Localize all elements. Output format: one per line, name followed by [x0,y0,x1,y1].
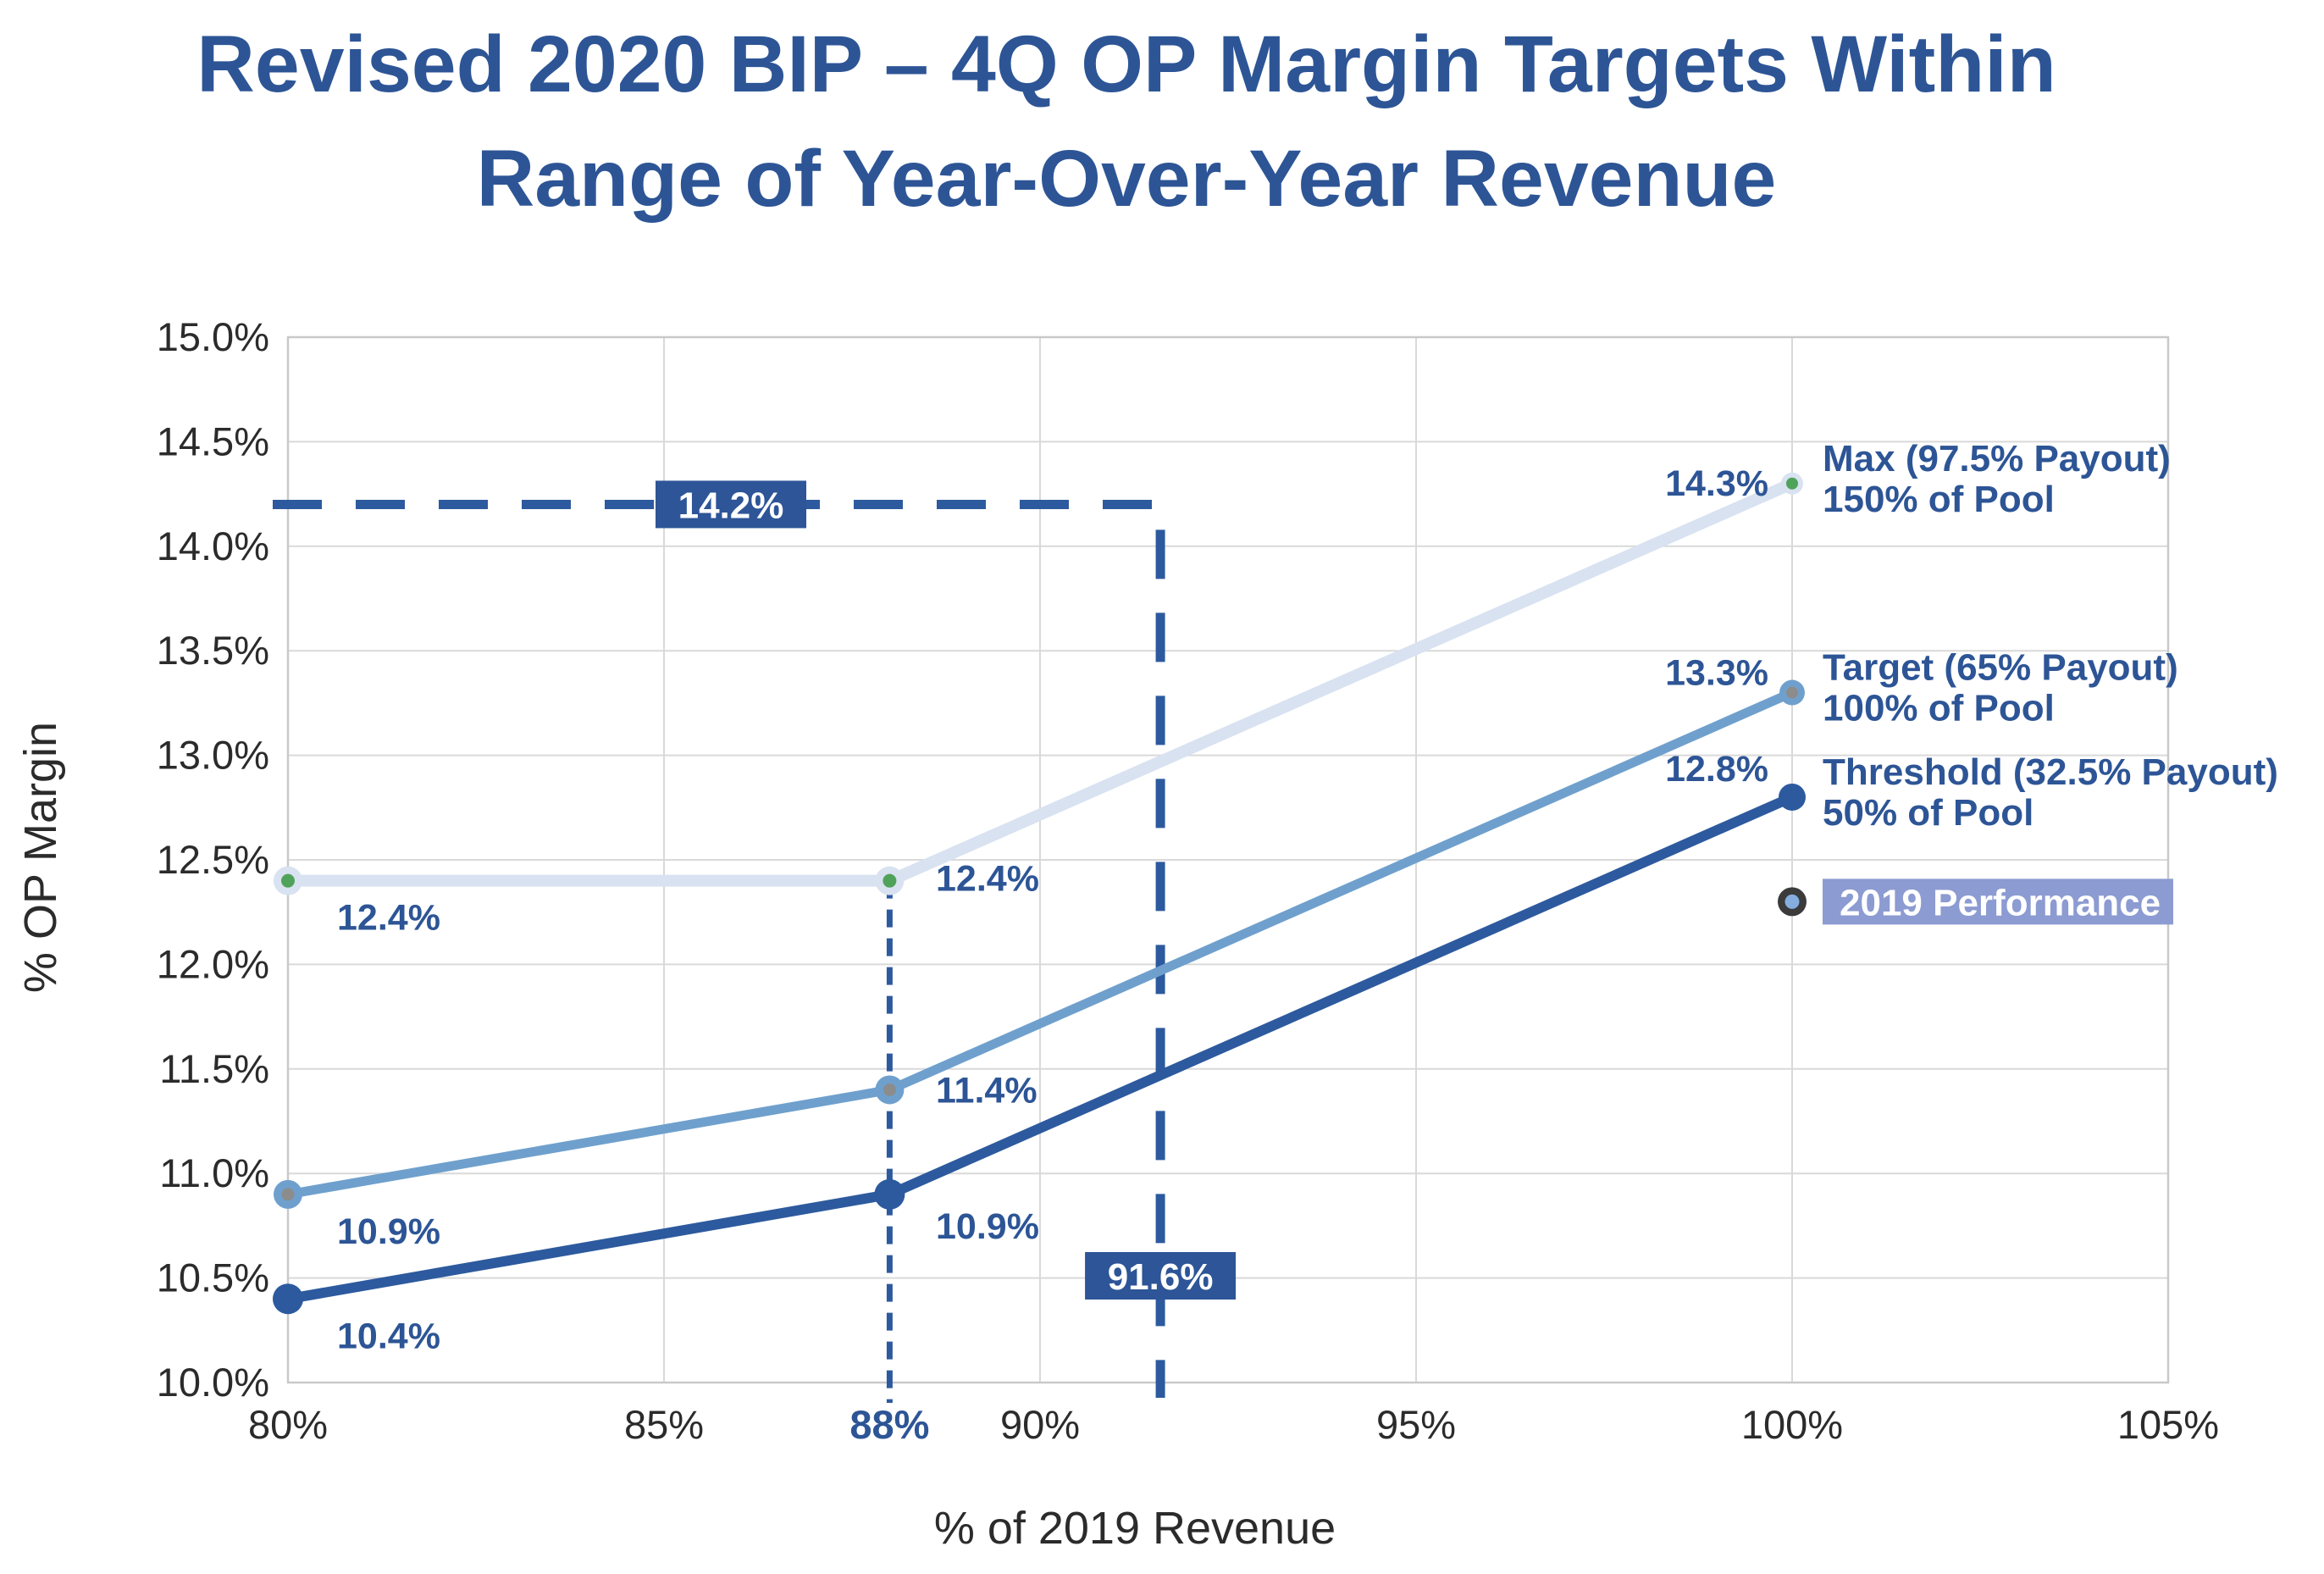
y-tick-label: 10.5% [157,1255,269,1300]
data-point-label: 11.4% [936,1070,1038,1111]
data-point-label: 12.4% [936,859,1039,900]
annotation-box-14-2 [656,480,806,529]
performance-legend-label: 2019 Performance [1840,882,2161,923]
x-tick-label: 85% [624,1402,704,1447]
plot-area: 15.0% 14.5% 14.0% 13.5% 13.0% 12.5% 12.0% 11.5%… [157,314,2278,1447]
legend-label-target-65-payout: Target (65% Payout) [1823,647,2178,689]
y-tick-label: 11.5% [159,1046,269,1091]
data-point-label: 12.4% [337,898,440,939]
legend-label-max-97-5-payout: Max (97.5% Payout) [1823,438,2171,479]
legend-label-threshold-32-5-payout: Threshold (32.5% Payout) [1823,751,2278,793]
x-tick-label: 100% [1741,1402,1843,1447]
y-tick-label: 14.5% [157,418,269,463]
x-tick-label: 80% [248,1402,328,1447]
marker-inner-max-97-5-payout [281,873,295,888]
y-tick-label: 10.0% [157,1360,269,1405]
performance-legend-box [1823,878,2173,925]
legend-pool-max-97-5-payout: 150% of Pool [1823,479,2055,520]
y-axis-title: % OP Margin [15,722,66,993]
x-tick-label-emphasized: 88% [849,1402,929,1447]
marker-outer-threshold-32-5-payout [874,1178,905,1210]
data-point-label: 10.4% [337,1316,440,1356]
legend-pool-threshold-32-5-payout: 50% of Pool [1823,792,2034,834]
y-tick-label: 11.0% [159,1150,269,1195]
marker-inner-target-65-payout [1786,686,1798,699]
marker-outer-threshold-32-5-payout [1779,783,1806,811]
y-tick-label: 12.0% [157,941,269,986]
x-tick-label: 90% [1000,1402,1080,1447]
data-point-label: 12.8% [1665,749,1768,790]
y-tick-label: 13.0% [157,733,269,778]
data-point-label: 10.9% [337,1211,440,1252]
y-tick-label: 15.0% [157,314,269,359]
y-tick-label: 13.5% [157,628,269,673]
y-tick-label: 12.5% [157,837,269,882]
data-point-label: 14.3% [1665,463,1768,504]
data-point-label: 10.9% [936,1206,1039,1247]
annotation-box-91-6 [1085,1252,1237,1300]
legend-pool-target-65-payout: 100% of Pool [1823,688,2055,729]
marker-inner-max-97-5-payout [883,873,897,888]
annotation-box-14-2-label: 14.2% [678,485,784,526]
x-tick-label: 105% [2117,1402,2219,1447]
data-point-label: 13.3% [1665,653,1768,694]
marker-outer-threshold-32-5-payout [273,1283,303,1315]
marker-inner-target-65-payout [281,1188,295,1201]
dashed-guide-14-2-and-91-6 [273,499,1165,1398]
chart-title-line-1: Revised 2020 BIP – 4Q OP Margin Targets … [196,19,2056,109]
annotation-box-91-6-label: 91.6% [1108,1256,1214,1298]
plot-border [286,335,2170,1384]
x-tick-label: 95% [1376,1402,1456,1447]
x-axis-title: % of 2019 Revenue [934,1503,1336,1554]
marker-inner-target-65-payout [883,1083,896,1096]
marker-inner-max-97-5-payout [1786,477,1798,490]
performance-marker-center [1784,894,1800,909]
y-tick-label: 14.0% [157,524,269,568]
chart-title-line-2: Range of Year-Over-Year Revenue [477,134,1777,224]
